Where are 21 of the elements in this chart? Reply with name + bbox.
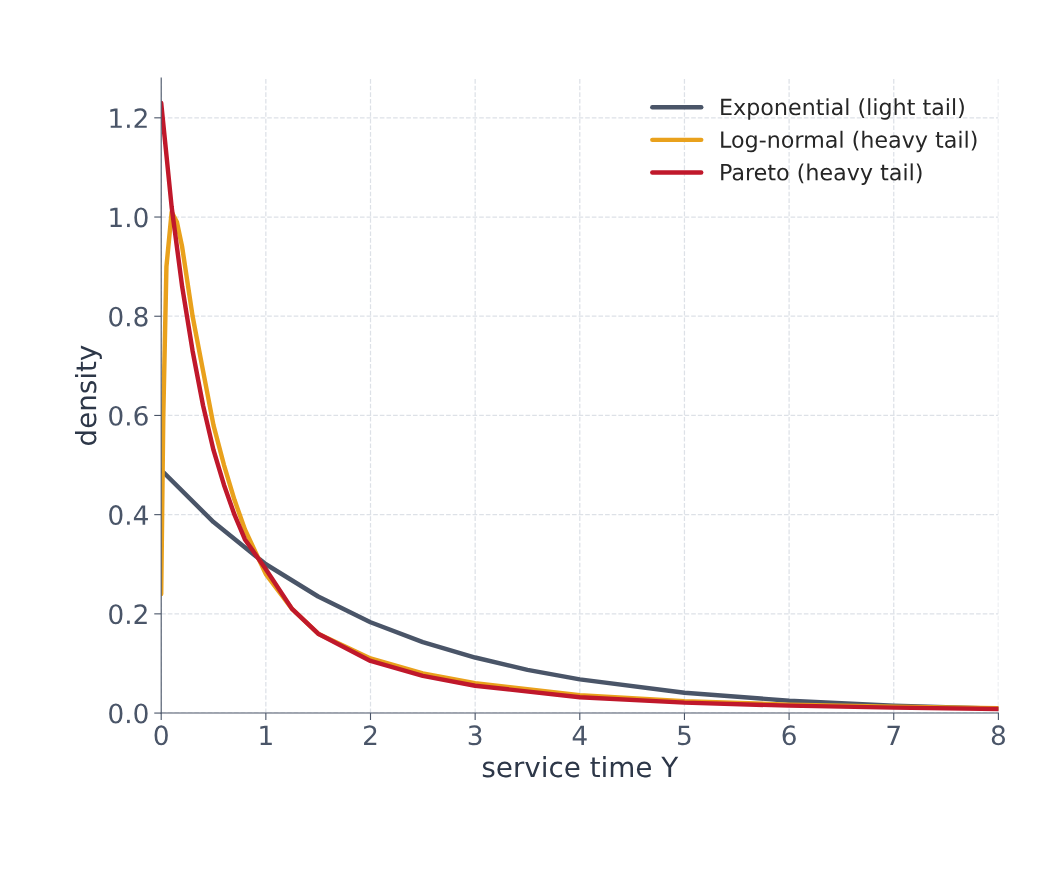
legend-label: Exponential (light tail) xyxy=(721,98,964,120)
y-tick-label: 1.2 xyxy=(110,108,147,128)
x-tick-label: 0 xyxy=(154,725,168,746)
x-tick-label: 3 xyxy=(468,725,482,746)
y-tick-label: 0.8 xyxy=(109,306,148,327)
x-tick-label: 2 xyxy=(364,725,377,745)
legend-label: Log-normal (heavy tail) xyxy=(721,130,977,153)
y-tick-label: 0.4 xyxy=(109,505,148,526)
x-tick-label: 4 xyxy=(572,725,587,745)
y-tick-label: 0.2 xyxy=(109,604,147,625)
x-tick-label: 5 xyxy=(678,725,691,746)
x-tick-label: 8 xyxy=(991,725,1005,746)
y-tick-label: 0.6 xyxy=(109,405,148,426)
y-tick-label: 0.0 xyxy=(109,703,148,724)
x-tick-label: 7 xyxy=(887,725,900,745)
x-axis-title: service time Y xyxy=(482,755,679,778)
x-tick-label: 6 xyxy=(782,725,796,746)
legend-label: Pareto (heavy tail) xyxy=(721,163,922,185)
y-axis-title: density xyxy=(74,345,102,445)
y-tick-label: 1.0 xyxy=(110,207,148,228)
x-tick-label: 1 xyxy=(260,725,272,745)
